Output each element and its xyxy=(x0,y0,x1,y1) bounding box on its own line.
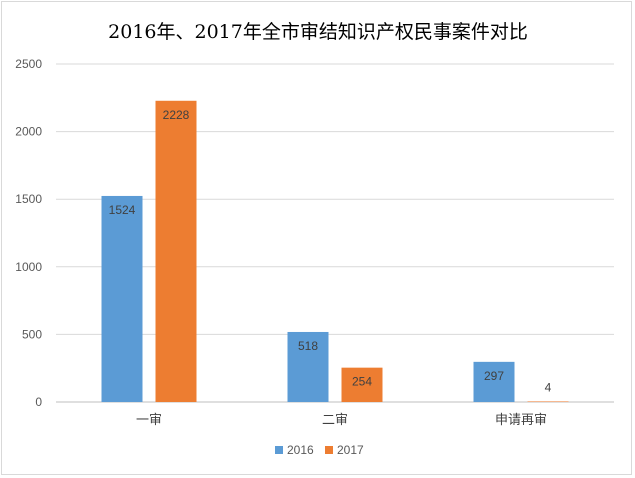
x-axis: 一审 二审 申请再审 xyxy=(136,413,547,428)
bar-2016-一审 xyxy=(101,195,143,402)
y-tick-label: 1000 xyxy=(15,260,42,274)
bar-2017-申请再审 xyxy=(527,401,569,402)
data-label: 254 xyxy=(352,375,372,389)
y-axis: 0 500 1000 1500 2000 2500 xyxy=(15,57,42,409)
legend: 2016 2017 xyxy=(275,443,364,457)
gridlines xyxy=(56,63,614,403)
bar-2016-申请再审 xyxy=(473,361,515,402)
legend-label: 2016 xyxy=(287,443,314,457)
bar-2016-二审 xyxy=(287,331,329,402)
y-tick-label: 500 xyxy=(22,327,42,341)
data-label: 2228 xyxy=(163,108,190,122)
data-label: 518 xyxy=(298,339,318,353)
data-label: 297 xyxy=(484,369,504,383)
y-tick-label: 0 xyxy=(35,395,42,409)
y-tick-label: 2000 xyxy=(15,125,42,139)
bar-2017-二审 xyxy=(341,367,383,402)
data-labels: 1524 2228 518 254 297 4 xyxy=(109,108,552,395)
category-label: 二审 xyxy=(322,413,348,428)
legend-label: 2017 xyxy=(337,443,364,457)
legend-swatch-2016 xyxy=(275,446,283,454)
category-label: 申请再审 xyxy=(495,413,547,428)
y-tick-label: 2500 xyxy=(15,57,42,71)
y-tick-label: 1500 xyxy=(15,192,42,206)
bar-2017-一审 xyxy=(155,100,197,402)
legend-swatch-2017 xyxy=(325,446,333,454)
data-label: 1524 xyxy=(109,203,136,217)
data-label: 4 xyxy=(545,380,552,394)
category-label: 一审 xyxy=(136,413,162,428)
chart-title: 2016年、2017年全市审结知识产权民事案件对比 xyxy=(108,21,528,43)
bars xyxy=(101,100,569,402)
